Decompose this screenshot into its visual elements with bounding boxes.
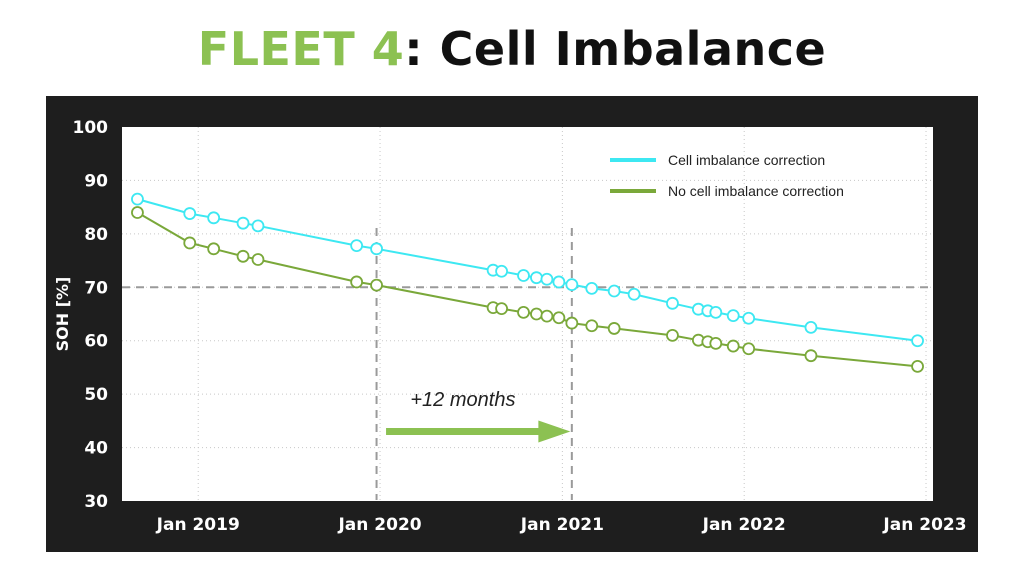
title-accent: FLEET 4: [197, 22, 405, 76]
x-tick-label: Jan 2019: [156, 515, 240, 535]
data-point: [666, 328, 679, 342]
data-point: [370, 242, 383, 256]
data-point: [742, 342, 756, 356]
data-point: [495, 264, 508, 278]
data-point: [726, 339, 740, 353]
y-tick-label: 30: [84, 492, 108, 512]
series-cell-imbalance-correction: [131, 192, 924, 348]
y-tick-label: 70: [84, 278, 108, 298]
y-tick-label: 90: [84, 171, 108, 191]
legend-label: Cell imbalance correction: [668, 152, 825, 168]
data-point: [804, 349, 818, 363]
y-tick-label: 40: [84, 439, 108, 459]
y-tick-label: 80: [84, 225, 108, 245]
data-point: [565, 316, 579, 330]
data-point: [370, 278, 383, 292]
page-title: FLEET 4: Cell Imbalance: [0, 22, 1024, 76]
annotation-group: +12 months: [386, 389, 571, 443]
annotation-text: +12 months: [410, 389, 515, 411]
data-point: [540, 272, 554, 286]
data-point: [236, 216, 250, 230]
series-group: [131, 192, 924, 373]
data-point: [251, 253, 265, 266]
data-point: [183, 236, 197, 250]
data-point: [517, 269, 530, 282]
y-tick-labels: 30 40 50 60 70 80 90 100: [73, 118, 109, 512]
data-point: [350, 239, 364, 253]
series-no-cell-imbalance-correction: [131, 206, 924, 373]
data-point: [517, 305, 530, 319]
data-point: [585, 319, 599, 333]
y-tick-label: 100: [73, 118, 109, 138]
data-point: [565, 278, 579, 292]
data-point: [251, 219, 265, 233]
y-axis-label: SOH [%]: [53, 277, 72, 352]
data-point: [236, 249, 250, 263]
data-point: [540, 309, 554, 323]
x-tick-labels: Jan 2019 Jan 2020 Jan 2021 Jan 2022 Jan 2023: [156, 515, 967, 535]
data-point: [911, 359, 924, 373]
reference-lines: [122, 228, 933, 500]
data-point: [183, 207, 197, 220]
data-point: [709, 336, 723, 350]
x-tick-label: Jan 2021: [520, 515, 604, 535]
data-point: [709, 305, 723, 319]
data-point: [350, 275, 364, 289]
y-tick-label: 50: [84, 385, 108, 405]
data-point: [585, 281, 599, 295]
data-point: [530, 307, 543, 321]
y-tick-label: 60: [84, 332, 108, 352]
title-rest: : Cell Imbalance: [404, 22, 827, 76]
data-point: [131, 192, 144, 206]
data-point: [666, 296, 679, 310]
data-point: [495, 302, 508, 316]
x-tick-label: Jan 2020: [337, 515, 421, 535]
data-point: [131, 206, 144, 219]
data-point: [742, 311, 756, 325]
legend: Cell imbalance correction No cell imbalan…: [610, 152, 844, 199]
data-point: [804, 320, 818, 334]
data-point: [911, 334, 924, 348]
arrow-head: [538, 420, 571, 443]
data-point: [607, 322, 621, 335]
data-point: [726, 309, 740, 323]
data-point: [552, 275, 566, 289]
data-point: [627, 287, 641, 301]
data-point: [552, 311, 566, 325]
x-tick-label: Jan 2023: [882, 515, 966, 535]
x-tick-label: Jan 2022: [702, 515, 786, 535]
legend-label: No cell imbalance correction: [668, 183, 844, 199]
data-point: [207, 211, 221, 225]
data-point: [607, 284, 621, 298]
data-point: [530, 271, 543, 285]
data-point: [207, 242, 221, 256]
